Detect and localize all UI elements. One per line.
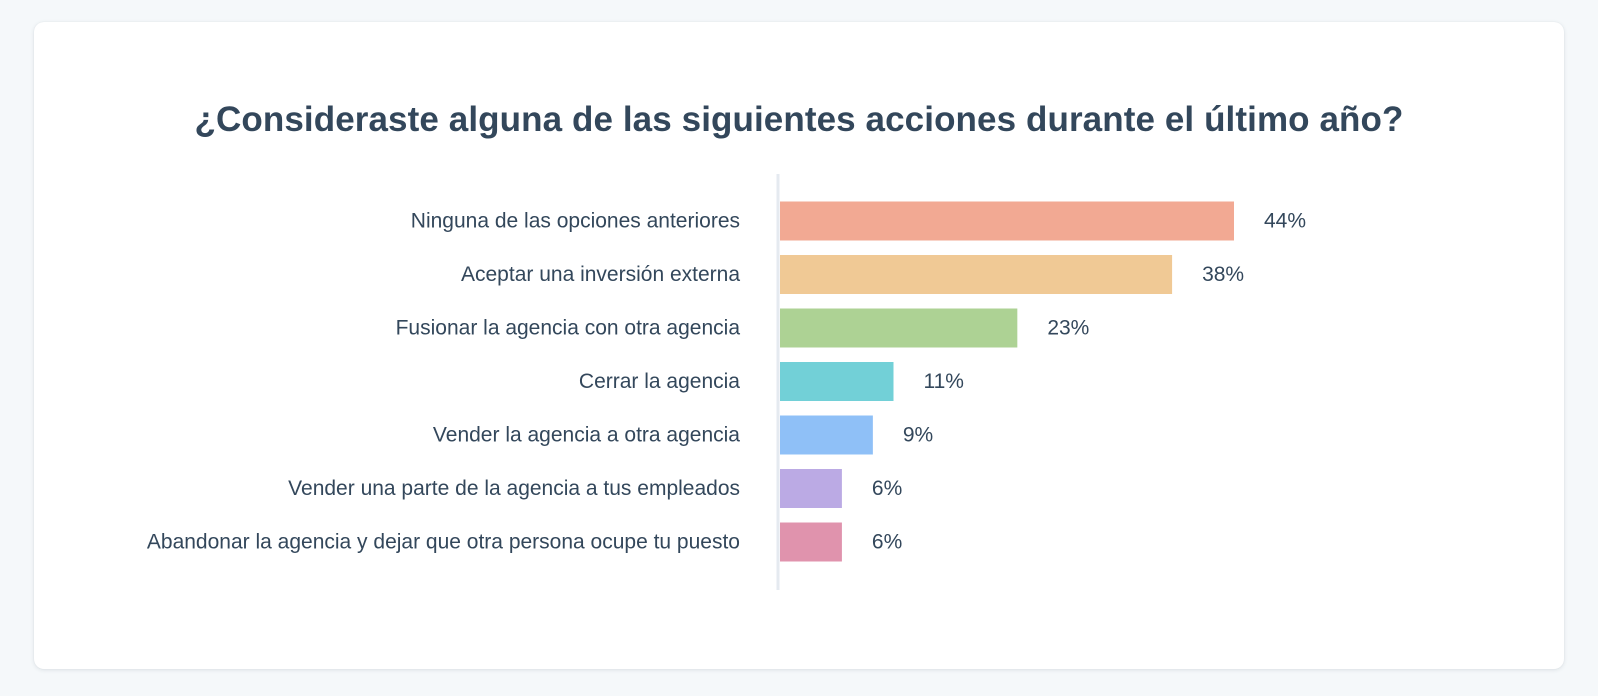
value-label: 11% — [924, 370, 964, 393]
bar — [780, 308, 1018, 348]
chart-title: ¿Consideraste alguna de las siguientes a… — [194, 100, 1404, 139]
bar — [780, 362, 894, 401]
category-label: Ninguna de las opciones anteriores — [411, 210, 740, 233]
value-label: 6% — [872, 477, 902, 500]
category-label: Fusionar la agencia con otra agencia — [396, 317, 741, 340]
value-label: 23% — [1047, 317, 1089, 340]
chart-card: ¿Consideraste alguna de las siguientes a… — [34, 22, 1564, 669]
bar — [780, 469, 842, 508]
bar — [780, 415, 873, 455]
value-label: 38% — [1202, 263, 1244, 286]
bar — [780, 255, 1173, 294]
category-label: Vender una parte de la agencia a tus emp… — [288, 477, 740, 500]
category-label: Vender la agencia a otra agencia — [433, 424, 740, 447]
bar-chart: Ninguna de las opciones anteriores 44% Ace… — [147, 174, 1306, 590]
bar — [780, 522, 842, 562]
category-label: Cerrar la agencia — [579, 370, 740, 393]
value-label: 6% — [872, 531, 902, 554]
value-label: 9% — [903, 424, 933, 447]
category-label: Abandonar la agencia y dejar que otra pe… — [147, 531, 740, 554]
bar — [780, 201, 1234, 241]
category-label: Aceptar una inversión externa — [461, 263, 740, 286]
value-label: 44% — [1264, 210, 1306, 233]
